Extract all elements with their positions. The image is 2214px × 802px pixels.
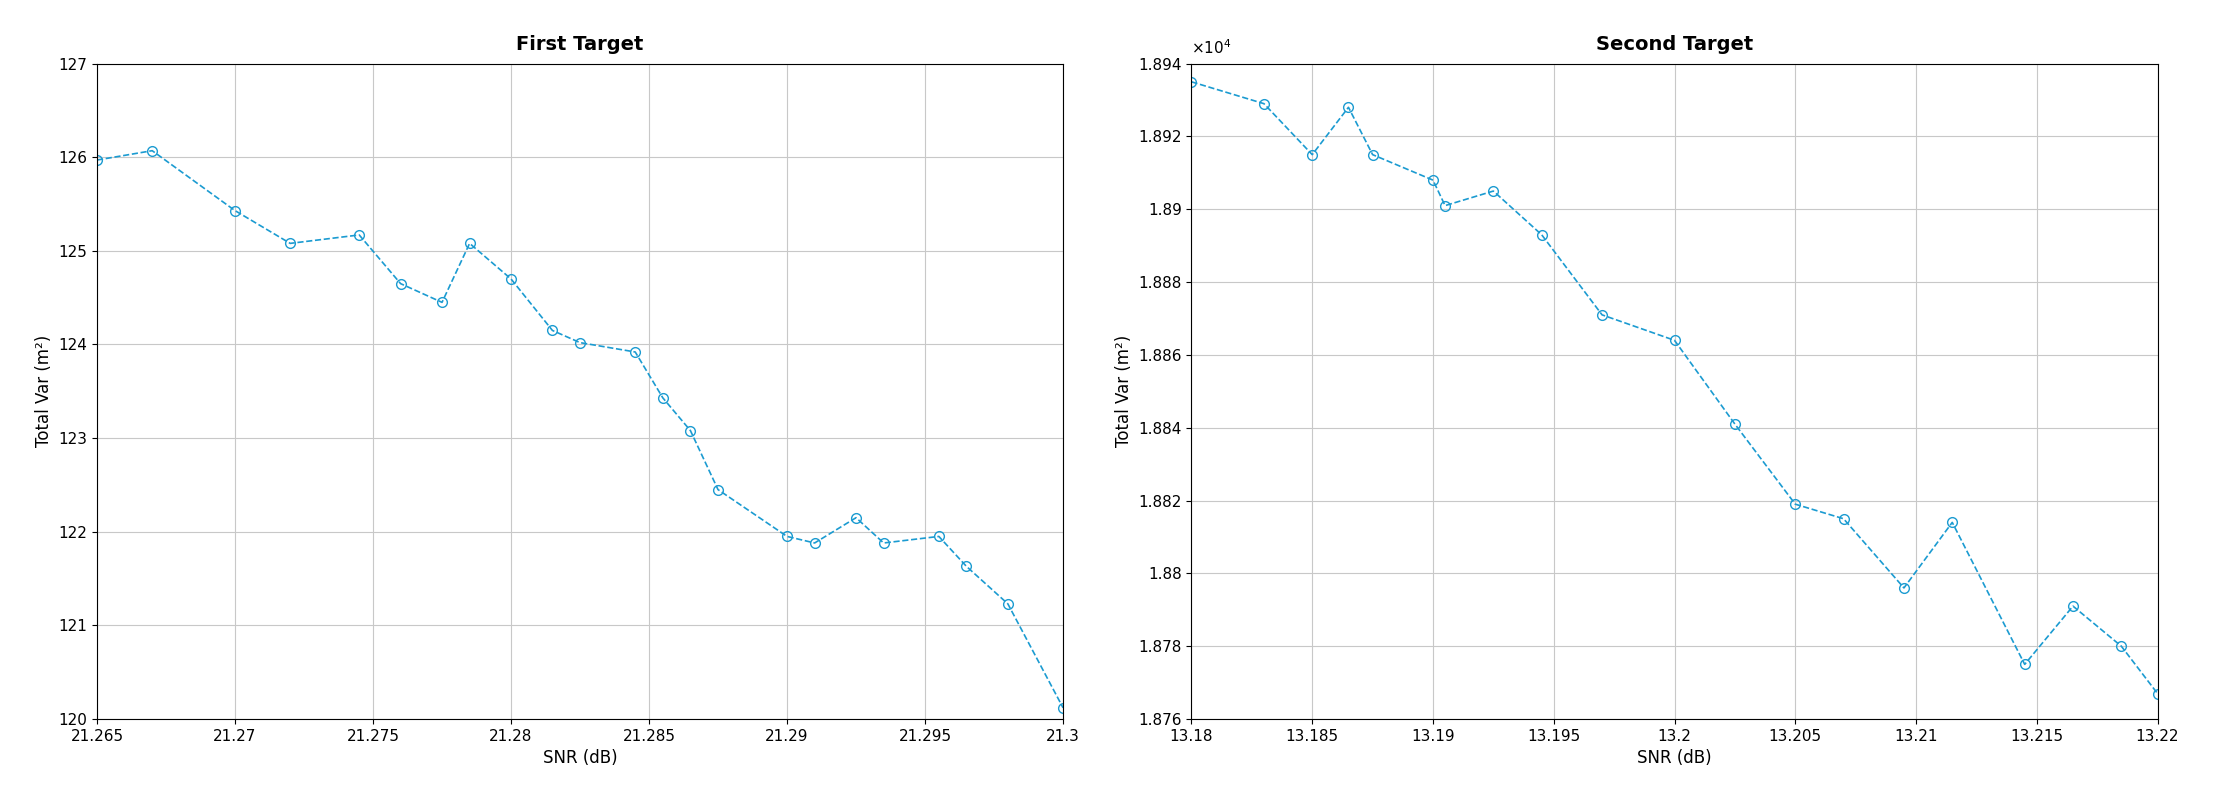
Y-axis label: Total Var (m²): Total Var (m²): [1114, 335, 1134, 448]
X-axis label: SNR (dB): SNR (dB): [542, 749, 618, 768]
Y-axis label: Total Var (m²): Total Var (m²): [35, 335, 53, 448]
Title: Second Target: Second Target: [1596, 34, 1753, 54]
Title: First Target: First Target: [516, 34, 644, 54]
Text: $\times10^4$: $\times10^4$: [1191, 38, 1231, 57]
X-axis label: SNR (dB): SNR (dB): [1636, 749, 1711, 768]
